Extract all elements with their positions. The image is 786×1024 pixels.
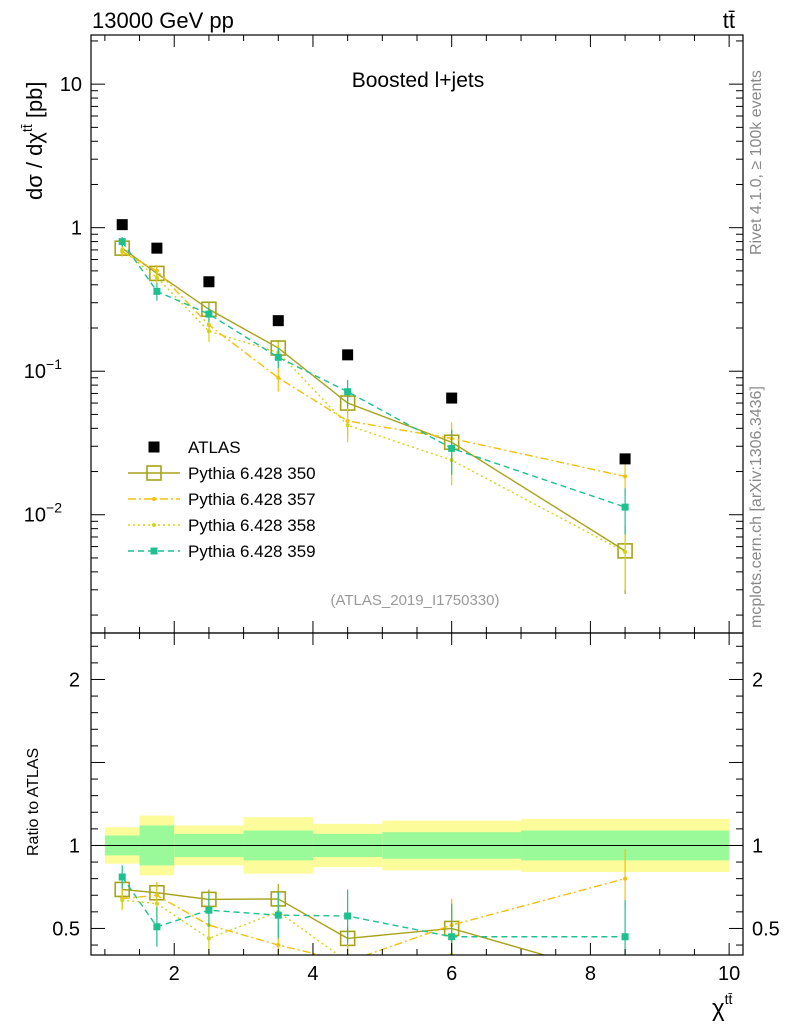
energy-label: 13000 GeV pp	[92, 8, 234, 33]
legend-label: Pythia 6.428 357	[188, 490, 316, 509]
ratio-panel-frame	[90, 632, 744, 956]
ratio-series-point	[276, 943, 281, 948]
ratio-series-point	[120, 898, 125, 903]
atlas-data-point	[342, 349, 354, 361]
ratio-series-point	[618, 971, 632, 985]
legend-marker	[152, 497, 156, 501]
legend-label: Pythia 6.428 358	[188, 516, 316, 535]
atlas-data-point	[116, 219, 128, 231]
ratio-series-point	[346, 960, 350, 964]
main-y-axis-label-text: dσ / dχ	[22, 132, 47, 200]
ratio-uncertainty-bands	[91, 815, 743, 876]
main-y-axis-label-unit: [pb]	[22, 81, 47, 124]
ratio-series-point	[154, 901, 159, 906]
ratio-series-point	[623, 973, 627, 977]
main-series-point	[206, 329, 211, 334]
ratio-series-point	[153, 923, 161, 931]
ratio-series-line	[122, 888, 547, 955]
main-y-tick-label: 10	[60, 74, 82, 96]
x-axis-label-text: χ	[712, 995, 725, 1022]
main-y-tick-label: 10−2	[24, 500, 62, 527]
main-y-tick-label-exp: −1	[46, 356, 62, 372]
main-y-axis-label: dσ / dχtt̄ [pb]	[19, 81, 47, 200]
main-series-point	[623, 550, 628, 555]
ratio-series-line	[122, 899, 458, 955]
main-y-tick-label: 1	[71, 218, 82, 240]
ratio-y-tick-label-right: 0.5	[752, 918, 780, 940]
main-series-point	[623, 474, 628, 479]
ratio-y-tick-label: 2	[69, 669, 80, 691]
ratio-y-axis-label: Ratio to ATLAS	[25, 748, 42, 856]
atlas-data-point	[151, 242, 163, 254]
ratio-y-tick-label-right: 2	[752, 669, 763, 691]
main-y-tick-label-exp: −2	[46, 500, 62, 516]
process-label: tt̄	[723, 8, 735, 33]
side-label-top: Rivet 4.1.0, ≥ 100k events	[748, 70, 765, 255]
x-tick-label: 8	[585, 963, 596, 985]
main-series-group	[114, 219, 633, 595]
main-series-point	[205, 310, 213, 318]
ratio-series-point	[274, 911, 282, 919]
main-series-point	[345, 423, 350, 428]
main-series-point	[118, 238, 126, 246]
ratio-y-tick-label: 1	[69, 835, 80, 857]
main-series-point	[344, 388, 352, 396]
atlas-data-point	[619, 453, 631, 465]
ratio-series-point	[205, 906, 213, 914]
x-tick-label: 4	[307, 963, 318, 985]
x-tick-label: 2	[169, 963, 180, 985]
main-y-tick-label: 10−1	[24, 356, 62, 383]
atlas-data-point	[446, 392, 458, 404]
ratio-y-tick-label: 0.5	[52, 918, 80, 940]
legend-marker	[152, 523, 156, 527]
ratio-series-point	[623, 876, 628, 881]
main-series-point	[154, 275, 159, 280]
ratio-series-line	[122, 877, 626, 955]
legend-label: ATLAS	[188, 438, 241, 457]
main-series-point	[274, 353, 282, 361]
main-series-point	[621, 503, 629, 511]
ratio-series-point	[346, 960, 350, 964]
ratio-series-line	[121, 876, 626, 938]
ratio-series-point	[118, 873, 126, 881]
legend-marker-atlas	[148, 441, 160, 453]
legend-marker	[146, 465, 162, 481]
x-tick-label: 10	[718, 963, 740, 985]
main-series-point	[120, 247, 125, 252]
legend-marker	[150, 547, 158, 555]
main-y-tick-label-base: 10	[24, 505, 46, 527]
ratio-series-point	[448, 933, 456, 941]
legend-label: Pythia 6.428 350	[188, 464, 316, 483]
ratio-series-point	[621, 933, 629, 941]
x-axis-label-sup: tt̄	[725, 991, 733, 1007]
atlas-data-point	[203, 276, 215, 288]
main-series-point	[153, 287, 161, 295]
ratio-series-point	[206, 936, 211, 941]
ratio-y-tick-label-right: 1	[752, 835, 763, 857]
main-series-point	[276, 375, 281, 380]
ratio-series-group	[114, 848, 632, 985]
analysis-id: (ATLAS_2019_I1750330)	[330, 592, 499, 609]
main-series-point	[448, 444, 456, 452]
side-label-bottom: mcplots.cern.ch [arXiv:1306.3436]	[748, 386, 765, 628]
x-tick-label: 6	[446, 963, 457, 985]
plot-title: Boosted l+jets	[352, 69, 485, 92]
ratio-series-point	[344, 912, 352, 920]
atlas-data-point	[272, 315, 284, 327]
legend: ATLAS Pythia 6.428 350 Pythia 6.428 357 Pyt…	[128, 438, 316, 561]
main-y-axis-label-sup: tt̄	[19, 124, 35, 132]
x-axis-label: χtt̄	[712, 991, 732, 1022]
main-y-tick-label-base: 10	[24, 361, 46, 383]
legend-label: Pythia 6.428 359	[188, 542, 316, 561]
